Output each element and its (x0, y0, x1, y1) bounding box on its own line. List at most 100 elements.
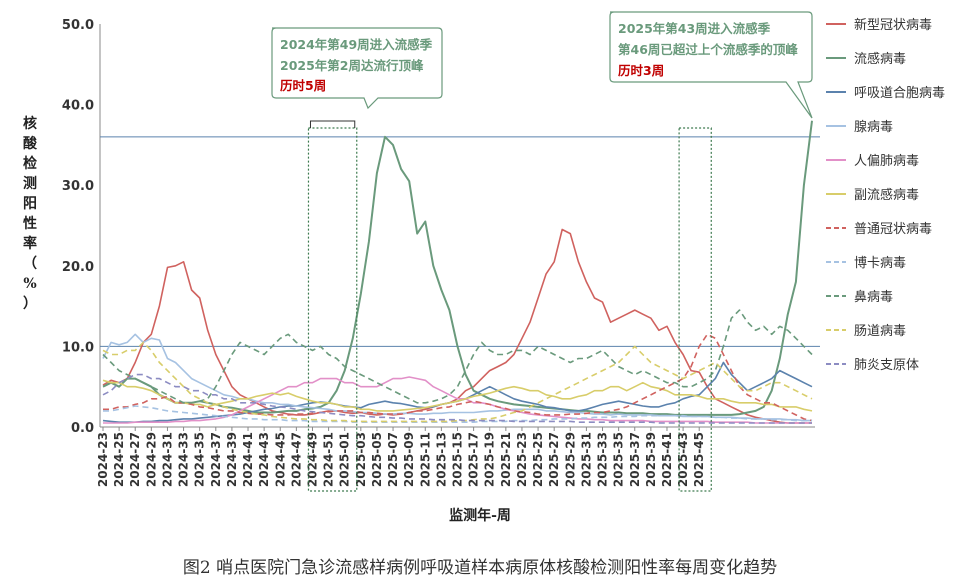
legend-item-7: 博卡病毒 (826, 256, 906, 271)
y-axis-title-char: 核 (23, 115, 37, 132)
x-tick-label: 2025-05 (370, 432, 384, 487)
y-tick-label: 10.0 (62, 340, 94, 355)
annotation-callout-2: 2025年第43周进入流感季 第46周已超过上个流感季的顶峰 历时3周 (609, 11, 813, 119)
legend-item-2: 呼吸道合胞病毒 (826, 86, 945, 101)
x-tick-label: 2025-41 (660, 432, 674, 487)
x-tick-label: 2024-43 (257, 432, 271, 487)
legend-item-3: 腺病毒 (826, 120, 893, 135)
x-tick-label: 2025-29 (563, 432, 577, 487)
y-tick-label: 50.0 (62, 18, 94, 33)
y-tick-label: 30.0 (62, 179, 94, 194)
y-tick-label: 40.0 (62, 99, 94, 114)
range-bracket (309, 120, 356, 128)
y-axis-title-char: 阳 (23, 196, 37, 212)
x-tick-label: 2024-39 (225, 432, 239, 487)
x-tick-label: 2024-29 (144, 432, 158, 487)
y-axis-title-char: 测 (23, 175, 37, 192)
x-tick-label: 2025-17 (467, 432, 481, 487)
x-tick-label: 2025-03 (354, 432, 368, 487)
x-tick-label: 2025-25 (531, 432, 545, 487)
y-tick-label: 20.0 (62, 260, 94, 275)
x-tick-label: 2024-49 (305, 432, 319, 487)
y-axis-title-char: 率 (23, 235, 37, 252)
x-tick-label: 2025-45 (692, 432, 706, 487)
x-tick-label: 2025-01 (338, 432, 352, 487)
y-axis-title: 核酸检测阳性率 （% ） (23, 115, 38, 312)
y-axis-title-char: ） (23, 296, 37, 312)
series-line-7 (103, 405, 812, 423)
legend-label: 呼吸道合胞病毒 (854, 86, 945, 101)
annotation-2-line-1: 2025年第43周进入流感季 (618, 21, 771, 36)
x-axis-title: 监测年-周 (449, 507, 511, 524)
x-tick-label: 2024-23 (96, 432, 110, 487)
x-tick-label: 2025-19 (483, 432, 497, 487)
x-tick-label: 2024-41 (241, 432, 255, 487)
x-tick-label: 2024-31 (160, 432, 174, 487)
x-tick-label: 2025-15 (451, 432, 465, 487)
x-tick-label: 2025-27 (547, 432, 561, 487)
legend-item-10: 肺炎支原体 (826, 358, 919, 373)
legend-label: 肺炎支原体 (854, 358, 919, 373)
y-axis-title-char: % (23, 276, 36, 292)
annotation-1-line-2: 2025年第2周达流行顶峰 (280, 58, 424, 73)
series-line-0 (102, 228, 812, 424)
x-tick-label: 2024-37 (209, 432, 223, 487)
y-tick-label: 0.0 (71, 421, 94, 436)
y-axis-title-char: 检 (23, 155, 37, 172)
series-line-1 (102, 120, 813, 416)
legend-item-0: 新型冠状病毒 (826, 17, 932, 33)
legend-label: 肠道病毒 (854, 324, 906, 339)
series-line-9 (102, 341, 813, 423)
legend-item-5: 副流感病毒 (826, 187, 919, 203)
series-line-5 (102, 379, 813, 412)
legend-item-8: 鼻病毒 (826, 289, 893, 305)
x-tick-label: 2025-07 (386, 432, 400, 487)
highlight-box-2 (678, 127, 712, 492)
annotation-1-line-1: 2024年第49周进入流感季 (280, 37, 433, 52)
series-line-4 (103, 376, 812, 424)
legend-item-4: 人偏肺病毒 (826, 154, 919, 169)
series-line-8 (102, 309, 813, 404)
legend-label: 鼻病毒 (854, 289, 893, 305)
x-tick-label: 2024-27 (128, 432, 142, 487)
highlight-box-1 (307, 127, 358, 492)
figure-caption: 图2 哨点医院门急诊流感样病例呼吸道样本病原体核酸检测阳性率每周变化趋势 (182, 558, 778, 578)
series-line-10 (102, 373, 812, 424)
legend-item-6: 普通冠状病毒 (826, 222, 932, 237)
x-tick-label: 2024-47 (289, 432, 303, 487)
legend-item-9: 肠道病毒 (826, 324, 906, 339)
annotation-2-highlight: 历时3周 (618, 63, 664, 78)
x-tick-label: 2025-31 (579, 432, 593, 487)
legend-item-1: 流感病毒 (826, 51, 906, 67)
x-tick-label: 2025-11 (418, 432, 432, 487)
x-tick-label: 2024-51 (322, 432, 336, 487)
legend-label: 腺病毒 (854, 120, 893, 135)
legend-label: 博卡病毒 (854, 256, 906, 271)
x-tick-label: 2025-23 (515, 432, 529, 487)
legend-label: 普通冠状病毒 (854, 222, 932, 237)
x-tick-label: 2024-25 (112, 432, 126, 487)
annotation-2-line-2: 第46周已超过上个流感季的顶峰 (618, 42, 798, 57)
x-tick-label: 2025-43 (676, 432, 690, 487)
x-tick-label: 2025-13 (434, 432, 448, 487)
legend-label: 新型冠状病毒 (854, 17, 932, 33)
x-tick-label: 2025-39 (644, 432, 658, 487)
x-tick-label: 2025-09 (402, 432, 416, 487)
x-tick-label: 2025-33 (596, 432, 610, 487)
y-axis-title-char: 性 (23, 215, 37, 232)
x-tick-label: 2024-45 (273, 432, 287, 487)
annotation-1-highlight: 历时5周 (280, 78, 326, 93)
x-tick-label: 2024-33 (177, 432, 191, 487)
x-tick-label: 2025-21 (499, 432, 513, 487)
series-line-6 (103, 333, 813, 422)
x-tick-label: 2024-35 (193, 432, 207, 487)
annotation-callout-1: 2024年第49周进入流感季 2025年第2周达流行顶峰 历时5周 (271, 27, 443, 110)
x-tick-label: 2025-37 (628, 432, 642, 487)
x-tick-label: 2025-35 (612, 432, 626, 487)
legend-label: 人偏肺病毒 (854, 154, 919, 169)
y-axis-title-char: 酸 (23, 135, 38, 152)
legend-label: 副流感病毒 (854, 187, 919, 203)
legend-label: 流感病毒 (854, 51, 906, 67)
y-axis-title-char: （ (23, 256, 37, 272)
